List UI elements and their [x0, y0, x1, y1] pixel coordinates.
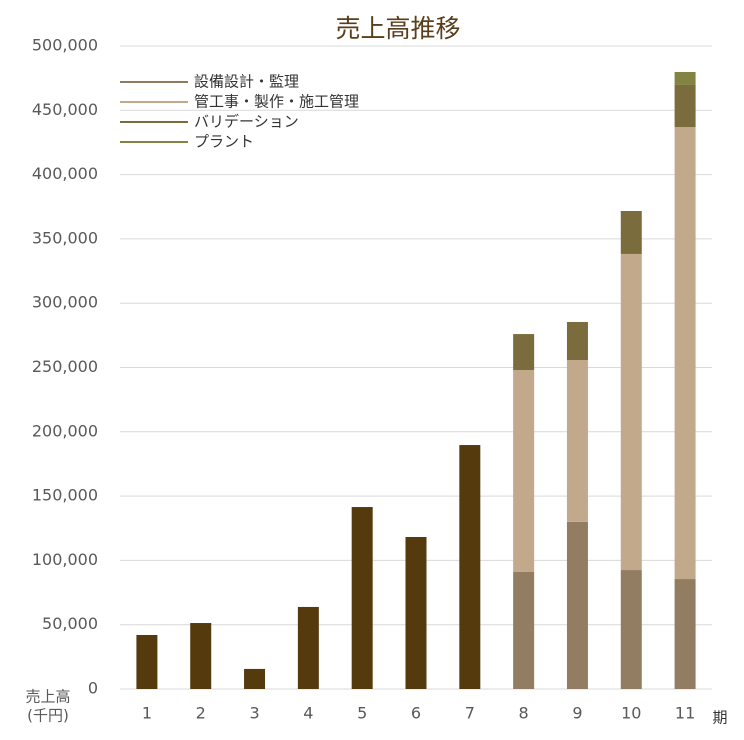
bar-segment: [620, 253, 642, 571]
bar-segment: [244, 668, 266, 689]
y-tick-label: 250,000: [32, 357, 98, 376]
x-tick-label: 2: [196, 704, 206, 723]
y-tick-label: 500,000: [32, 36, 98, 55]
bar-segment: [674, 71, 696, 85]
x-tick-label: 8: [519, 704, 529, 723]
bar-segment: [513, 370, 535, 572]
bar-segment: [674, 84, 696, 128]
x-tick-label: 11: [675, 704, 695, 723]
y-tick-label: 0: [88, 679, 98, 698]
bar-segment: [405, 536, 427, 689]
y-tick-label: 150,000: [32, 486, 98, 505]
bar-segment: [566, 521, 588, 689]
x-tick-label: 10: [621, 704, 641, 723]
bar-segment: [566, 321, 588, 361]
y-axis-label: 売上高: [25, 688, 70, 706]
y-tick-label: 200,000: [32, 421, 98, 440]
y-tick-label: 50,000: [42, 614, 98, 633]
y-tick-label: 100,000: [32, 550, 98, 569]
bar-segment: [190, 623, 212, 689]
bar-segment: [513, 334, 535, 371]
legend-label: 管工事・製作・施工管理: [194, 93, 359, 111]
bar-segment: [297, 606, 319, 689]
x-tick-label: 5: [357, 704, 367, 723]
x-tick-label: 6: [411, 704, 421, 723]
chart-title: 売上高推移: [335, 14, 460, 43]
bar-segment: [674, 127, 696, 580]
bar-segment: [620, 210, 642, 254]
bar-segment: [351, 507, 373, 689]
x-tick-label: 7: [465, 704, 475, 723]
legend-label: バリデーション: [194, 113, 299, 131]
y-tick-label: 450,000: [32, 100, 98, 119]
bar-segment: [674, 579, 696, 689]
x-tick-label: 4: [303, 704, 313, 723]
x-tick-label: 1: [142, 704, 152, 723]
y-tick-label: 300,000: [32, 293, 98, 312]
legend-label: プラント: [194, 133, 254, 151]
y-tick-label: 400,000: [32, 164, 98, 183]
legend-label: 設備設計・監理: [194, 73, 299, 91]
x-tick-label: 9: [572, 704, 582, 723]
x-tick-label: 3: [249, 704, 259, 723]
bar-segment: [136, 634, 158, 689]
bar-segment: [566, 360, 588, 522]
x-axis-label: 期: [712, 709, 727, 727]
bar-segment: [620, 570, 642, 689]
y-tick-label: 350,000: [32, 228, 98, 247]
y-axis-label: (千円): [27, 707, 69, 725]
bar-segment: [513, 571, 535, 689]
bar-segment: [459, 445, 481, 689]
